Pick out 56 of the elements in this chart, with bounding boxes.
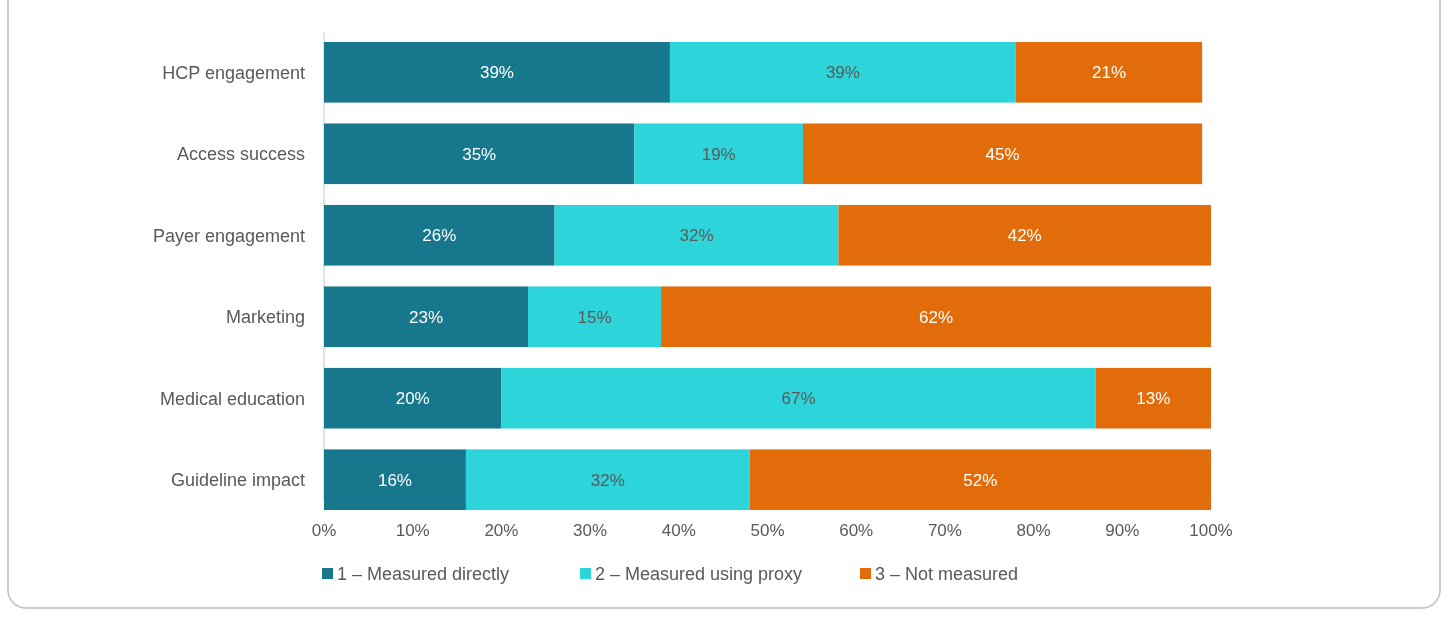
data-label: 67% bbox=[781, 389, 816, 409]
data-label: 26% bbox=[422, 226, 457, 246]
x-tick-label: 70% bbox=[927, 520, 962, 540]
bar bbox=[749, 449, 1211, 510]
x-tick-label: 50% bbox=[750, 520, 785, 540]
x-tick-label: 10% bbox=[395, 520, 430, 540]
data-label: 62% bbox=[919, 307, 954, 327]
x-tick-label: 30% bbox=[573, 520, 608, 540]
data-label: 39% bbox=[825, 63, 860, 83]
data-label: 32% bbox=[679, 226, 714, 246]
y-tick-label: Medical education bbox=[159, 388, 305, 409]
bar bbox=[324, 367, 502, 429]
data-label: 32% bbox=[590, 470, 625, 490]
data-label: 42% bbox=[1007, 226, 1042, 246]
x-tick-label: 60% bbox=[839, 520, 874, 540]
bar bbox=[1095, 367, 1211, 429]
data-label: 23% bbox=[408, 307, 444, 327]
data-label: 39% bbox=[479, 63, 514, 83]
bar bbox=[634, 123, 803, 185]
y-tick-label: Guideline impact bbox=[170, 469, 305, 490]
data-label: 45% bbox=[985, 144, 1020, 164]
x-tick-label: 80% bbox=[1016, 520, 1051, 540]
data-label: 52% bbox=[963, 470, 998, 490]
data-label: 20% bbox=[395, 389, 430, 409]
bar bbox=[1015, 42, 1203, 103]
bar bbox=[324, 449, 466, 510]
bar bbox=[661, 286, 1211, 348]
legend-label: 3 – Not measured bbox=[875, 564, 1019, 585]
data-label: 35% bbox=[462, 144, 497, 164]
x-tick-label: 0% bbox=[311, 520, 337, 540]
bar bbox=[324, 204, 555, 266]
x-tick-label: 20% bbox=[484, 520, 519, 540]
bar bbox=[528, 286, 662, 348]
bar bbox=[324, 123, 635, 185]
y-tick-label: Access success bbox=[176, 144, 305, 165]
bar bbox=[324, 286, 529, 348]
x-tick-label: 90% bbox=[1105, 520, 1140, 540]
bar bbox=[669, 42, 1016, 103]
bar bbox=[501, 367, 1096, 429]
data-label: 19% bbox=[701, 144, 736, 164]
y-tick-label: Marketing bbox=[225, 307, 305, 328]
bar bbox=[802, 123, 1203, 185]
bar bbox=[554, 204, 839, 266]
legend-label: 2 – Measured using proxy bbox=[595, 564, 803, 585]
bar bbox=[324, 42, 670, 103]
y-tick-label: Payer engagement bbox=[152, 225, 305, 246]
bar bbox=[838, 204, 1211, 266]
legend-label: 1 – Measured directly bbox=[337, 564, 510, 585]
data-label: 21% bbox=[1091, 63, 1127, 83]
x-tick-label: 40% bbox=[661, 520, 696, 540]
bar bbox=[465, 449, 750, 510]
y-tick-label: HCP engagement bbox=[162, 62, 305, 83]
data-label: 15% bbox=[577, 307, 612, 327]
data-label: 16% bbox=[377, 470, 412, 490]
data-label: 13% bbox=[1136, 389, 1171, 409]
x-tick-label: 100% bbox=[1189, 520, 1233, 540]
